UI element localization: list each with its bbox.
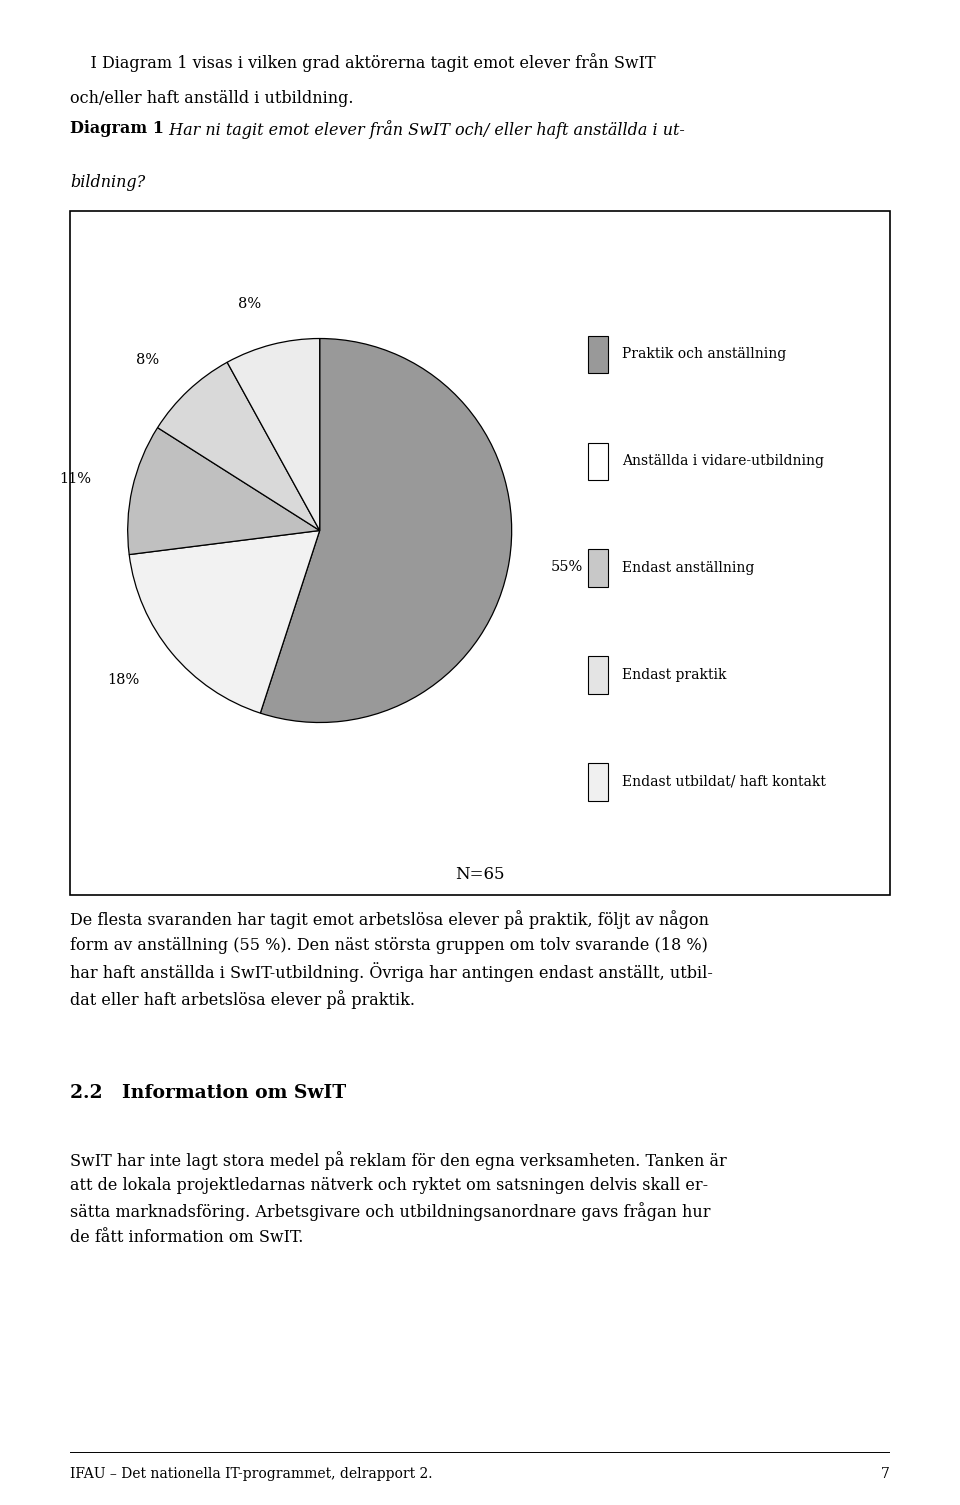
Text: Endast praktik: Endast praktik	[622, 668, 727, 682]
Text: N=65: N=65	[455, 867, 505, 883]
Text: De flesta svaranden har tagit emot arbetslösa elever på praktik, följt av någon
: De flesta svaranden har tagit emot arbet…	[70, 911, 713, 1010]
Text: 55%: 55%	[551, 560, 584, 573]
Text: SwIT har inte lagt stora medel på reklam för den egna verksamheten. Tanken är
at: SwIT har inte lagt stora medel på reklam…	[70, 1151, 727, 1246]
Text: Praktik och anställning: Praktik och anställning	[622, 348, 786, 361]
Wedge shape	[130, 530, 320, 713]
Bar	[588, 549, 609, 587]
Wedge shape	[157, 363, 320, 530]
Bar	[588, 763, 609, 801]
Text: Anställda i vidare-utbildning: Anställda i vidare-utbildning	[622, 455, 825, 468]
Text: I Diagram 1 visas i vilken grad aktörerna tagit emot elever från SwIT: I Diagram 1 visas i vilken grad aktörern…	[70, 53, 656, 72]
Text: bildning?: bildning?	[70, 175, 145, 191]
Bar	[588, 336, 609, 373]
Text: Har ni tagit emot elever från SwIT och/ eller haft anställda i ut-: Har ni tagit emot elever från SwIT och/ …	[164, 120, 685, 140]
Wedge shape	[128, 427, 320, 554]
Bar	[588, 442, 609, 480]
Text: och/eller haft anställd i utbildning.: och/eller haft anställd i utbildning.	[70, 90, 353, 107]
Text: 18%: 18%	[107, 673, 139, 686]
Text: Diagram 1: Diagram 1	[70, 120, 164, 137]
Text: 8%: 8%	[238, 296, 261, 310]
Wedge shape	[228, 339, 320, 530]
Text: 8%: 8%	[136, 352, 159, 367]
Text: Endast utbildat/ haft kontakt: Endast utbildat/ haft kontakt	[622, 775, 827, 789]
Text: 2.2   Information om SwIT: 2.2 Information om SwIT	[70, 1084, 347, 1102]
Text: Endast anställning: Endast anställning	[622, 561, 755, 575]
Text: 7: 7	[881, 1467, 890, 1481]
Bar	[588, 656, 609, 694]
Text: IFAU – Det nationella IT-programmet, delrapport 2.: IFAU – Det nationella IT-programmet, del…	[70, 1467, 433, 1481]
Wedge shape	[260, 339, 512, 722]
Text: 11%: 11%	[60, 473, 91, 486]
